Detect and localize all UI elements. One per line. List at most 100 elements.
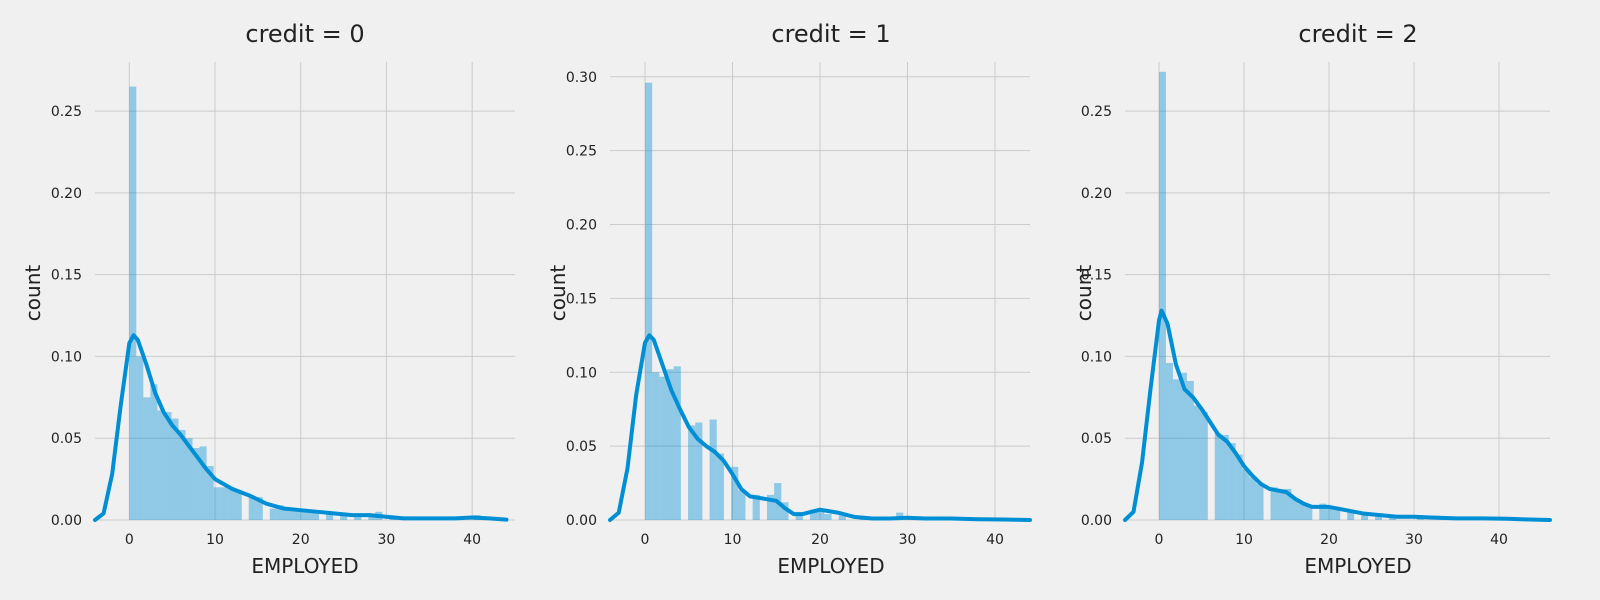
x-tick-label: 0	[1155, 532, 1164, 548]
histogram-bar	[817, 509, 825, 520]
histogram-bar	[1221, 434, 1229, 520]
histogram-bar	[283, 510, 291, 520]
x-tick-label: 10	[724, 532, 742, 548]
y-tick-label: 0.00	[51, 513, 82, 529]
histogram-bar	[659, 376, 667, 520]
grid-layer	[1125, 62, 1550, 521]
x-tick-label: 40	[463, 532, 481, 548]
histogram-bar	[185, 438, 193, 520]
y-tick-label: 0.05	[566, 439, 597, 455]
histogram-bar	[1319, 503, 1327, 520]
histogram-bar	[1277, 488, 1285, 520]
histogram-bar	[1159, 71, 1166, 520]
histogram-bar	[766, 494, 775, 520]
histogram-bar	[1284, 488, 1292, 520]
histogram-bar	[1298, 503, 1306, 520]
density-curve	[93, 333, 509, 522]
histogram-bar	[157, 410, 165, 520]
tick-labels: 0.00 0.05 0.10 0.15 0.20 0.25 0 10 20 30 40	[1081, 104, 1508, 548]
density-curve	[608, 333, 1032, 522]
y-tick-label: 0.15	[51, 268, 82, 284]
histogram-bar	[227, 487, 235, 520]
histogram-bar	[192, 448, 200, 520]
x-tick-label: 20	[292, 532, 310, 548]
histogram-bars	[129, 86, 481, 520]
histogram-bar	[1242, 469, 1250, 520]
y-tick-label: 0.00	[566, 513, 597, 529]
x-tick-label: 0	[125, 532, 134, 548]
histogram-bar	[1375, 516, 1383, 520]
x-axis-label: EMPLOYED	[777, 554, 884, 578]
histogram-bar	[129, 86, 137, 520]
x-axis-label: EMPLOYED	[1304, 554, 1411, 578]
tick-labels: 0.00 0.05 0.10 0.15 0.20 0.25 0.30 0 10 20 30 40	[566, 70, 1004, 548]
histogram-bar	[136, 356, 144, 520]
y-tick-label: 0.25	[1081, 104, 1112, 120]
histogram-bar	[1200, 412, 1208, 520]
histogram-bar	[645, 82, 653, 521]
y-tick-label: 0.25	[566, 144, 597, 160]
x-tick-label: 0	[641, 532, 650, 548]
histogram-bar	[220, 487, 228, 520]
histogram-bar	[1186, 380, 1194, 520]
histogram-bar	[1172, 379, 1180, 520]
x-tick-label: 30	[378, 532, 396, 548]
histogram-bar	[178, 430, 186, 520]
histogram-bar	[248, 497, 256, 520]
y-axis-label: count	[21, 265, 45, 322]
x-tick-label: 30	[899, 532, 917, 548]
y-tick-label: 0.00	[1081, 513, 1112, 529]
histogram-bar	[716, 453, 724, 520]
histogram-bar	[1305, 505, 1313, 520]
histogram-bar	[666, 369, 674, 520]
histogram-bar	[1165, 362, 1173, 520]
histogram-bar	[688, 425, 696, 520]
panel-title: credit = 2	[1298, 20, 1417, 48]
y-tick-label: 0.05	[51, 431, 82, 447]
y-tick-label: 0.15	[1081, 268, 1112, 284]
histogram-bar	[326, 513, 334, 520]
histogram-bar	[838, 515, 846, 520]
x-tick-label: 40	[986, 532, 1004, 548]
y-axis-label: count	[546, 265, 570, 322]
histogram-bar	[1361, 513, 1369, 520]
histogram-bar	[312, 511, 320, 520]
histogram-bar	[795, 514, 803, 520]
histogram-bar	[269, 508, 277, 520]
y-tick-label: 0.10	[1081, 349, 1112, 365]
y-tick-label: 0.20	[1081, 186, 1112, 202]
histogram-bar	[1347, 511, 1355, 520]
histogram-bar	[206, 466, 214, 520]
histogram-bar	[1270, 487, 1278, 520]
histogram-bar	[255, 497, 263, 520]
histogram-bar	[1256, 484, 1264, 520]
histogram-bar	[1249, 477, 1257, 520]
x-tick-label: 20	[1320, 532, 1338, 548]
grid-layer	[610, 62, 1030, 521]
histogram-bar	[731, 466, 739, 520]
histogram-bar	[213, 487, 221, 520]
x-tick-label: 40	[1490, 532, 1508, 548]
histogram-bar	[340, 515, 348, 520]
density-curve-layer	[608, 333, 1032, 522]
histogram-bar	[752, 494, 760, 520]
histogram-bar	[150, 384, 158, 520]
histogram-bar	[164, 412, 172, 520]
histogram-bar	[781, 502, 789, 520]
tick-labels: 0.00 0.05 0.10 0.15 0.20 0.25 0 10 20 30 40	[51, 104, 481, 548]
x-tick-label: 30	[1405, 532, 1423, 548]
x-axis-label: EMPLOYED	[251, 554, 358, 578]
histogram-bar	[1291, 498, 1299, 520]
histogram-bar	[695, 422, 703, 520]
panel-credit-1: credit = 1 EMPLOYED count 0.000.050.100.…	[546, 20, 1032, 578]
y-tick-label: 0.15	[566, 291, 597, 307]
histogram-bars	[1159, 71, 1473, 520]
histogram-bar	[1228, 443, 1236, 520]
histogram-bar	[1235, 454, 1243, 520]
y-axis-label: count	[1072, 265, 1096, 322]
y-tick-label: 0.25	[51, 104, 82, 120]
panel-title: credit = 0	[245, 20, 364, 48]
histogram-bar	[143, 397, 151, 520]
